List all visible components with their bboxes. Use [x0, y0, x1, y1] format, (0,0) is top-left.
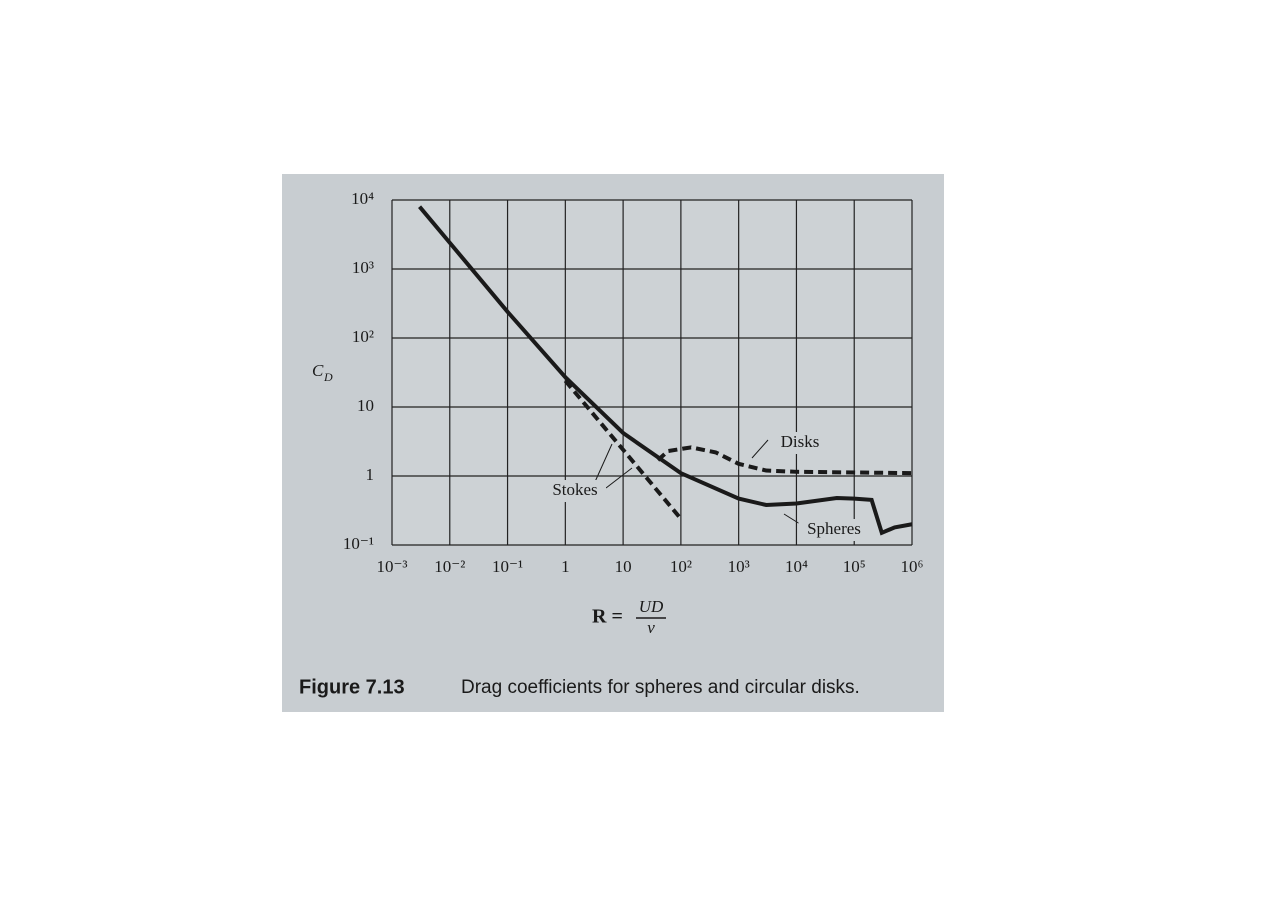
annotation-box	[798, 519, 870, 541]
annotation-arrow	[783, 513, 801, 525]
x-tick-label: 10⁶	[901, 557, 924, 576]
figure-label: Figure 7.13	[299, 676, 405, 698]
plot-area	[392, 200, 912, 545]
annotation-arrow	[593, 443, 613, 485]
annotation-arrow	[751, 439, 769, 459]
x-tick-label: 10³	[728, 557, 750, 576]
x-tick-label: 10⁵	[843, 557, 866, 576]
caption: Drag coefficients for spheres and circul…	[461, 677, 860, 698]
x-tick-label: 10⁻³	[376, 557, 407, 576]
y-tick-label: 10²	[352, 327, 374, 346]
y-label: C	[312, 361, 324, 380]
x-tick-label: 10	[615, 557, 632, 576]
y-tick-label: 10³	[352, 258, 374, 277]
y-tick-label: 10⁴	[351, 189, 374, 208]
y-tick-label: 1	[366, 465, 375, 484]
series-label: Stokes	[552, 480, 597, 499]
series-line	[656, 445, 913, 476]
annotation-box	[773, 432, 827, 454]
y-tick-label: 10	[357, 396, 374, 415]
x-tick-label: 10⁴	[785, 557, 808, 576]
annotation-arrow	[605, 467, 633, 489]
series-label: Disks	[781, 432, 820, 451]
annotation-box	[544, 480, 606, 502]
x-tick-label: 10⁻¹	[492, 557, 523, 576]
y-label-subscript: D	[323, 370, 333, 384]
x-tick-label: 1	[561, 557, 570, 576]
series-label: Spheres	[807, 519, 861, 538]
x-label-numerator: UD	[639, 597, 664, 616]
x-label-lhs: R =	[592, 606, 623, 628]
series-line	[563, 379, 683, 521]
x-tick-label: 10⁻²	[434, 557, 465, 576]
y-tick-label: 10⁻¹	[343, 534, 374, 553]
x-label-denominator: ν	[647, 618, 655, 637]
series-line	[418, 205, 913, 536]
x-tick-label: 10²	[670, 557, 692, 576]
